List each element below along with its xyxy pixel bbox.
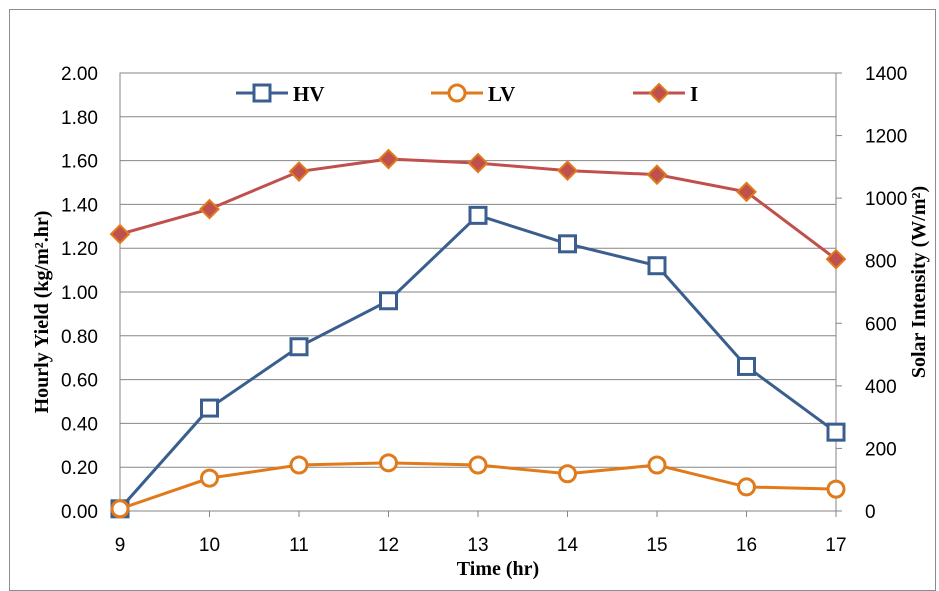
data-point-i bbox=[467, 152, 489, 174]
legend-marker-i bbox=[648, 82, 670, 104]
legend-label-hv: HV bbox=[293, 82, 325, 106]
legend-marker-lv bbox=[447, 83, 467, 103]
data-point-lv bbox=[110, 499, 130, 519]
series-lv bbox=[110, 453, 846, 519]
x-tick-label: 12 bbox=[378, 535, 399, 556]
x-tick-label: 16 bbox=[736, 535, 757, 556]
right-tick-label: 600 bbox=[865, 314, 897, 335]
data-point-lv bbox=[826, 479, 846, 499]
data-point-i bbox=[199, 198, 220, 220]
legend-label-lv: LV bbox=[488, 82, 515, 106]
right-tick-label: 1200 bbox=[865, 127, 907, 148]
legend-label-i: I bbox=[690, 82, 698, 106]
left-tick-label: 1.20 bbox=[61, 239, 98, 260]
gridlines bbox=[120, 72, 836, 512]
x-tick-label: 15 bbox=[646, 535, 667, 556]
left-tick-label: 0.20 bbox=[61, 458, 98, 479]
left-tick-label: 0.40 bbox=[61, 414, 98, 435]
right-tick-label: 0 bbox=[865, 502, 876, 523]
left-tick-label: 0.00 bbox=[61, 502, 98, 523]
data-point-i bbox=[646, 164, 668, 186]
series-layer bbox=[109, 148, 847, 519]
data-point-i bbox=[825, 248, 847, 270]
data-point-lv bbox=[737, 477, 756, 497]
data-point-lv bbox=[200, 468, 219, 488]
data-point-i bbox=[378, 148, 399, 170]
series-i bbox=[109, 148, 847, 270]
data-point-hv bbox=[558, 234, 577, 254]
data-point-hv bbox=[289, 337, 309, 357]
x-tick-label: 17 bbox=[825, 535, 846, 556]
right-tick-label: 1400 bbox=[865, 64, 907, 85]
left-tick-label: 2.00 bbox=[61, 64, 98, 85]
left-tick-label: 0.80 bbox=[61, 327, 98, 348]
data-point-i bbox=[288, 161, 310, 182]
legend: HV LV I bbox=[236, 82, 698, 106]
x-axis-title: Time (hr) bbox=[457, 558, 539, 579]
data-point-i bbox=[557, 160, 578, 182]
right-tick-label: 400 bbox=[865, 377, 897, 398]
data-point-hv bbox=[379, 291, 398, 311]
chart-canvas: 0.00 0.20 0.40 0.60 0.80 1.00 1.20 1.40 1.60 1.80… bbox=[31, 64, 930, 579]
data-point-hv bbox=[737, 356, 756, 376]
data-point-lv bbox=[647, 455, 667, 475]
data-point-lv bbox=[379, 453, 398, 473]
right-y-axis-title: Solar Intensity (W/m²) bbox=[908, 186, 930, 378]
left-axis-ticks: 0.00 0.20 0.40 0.60 0.80 1.00 1.20 1.40 1.60 1.80… bbox=[61, 64, 98, 523]
data-point-lv bbox=[558, 464, 577, 484]
right-tick-label: 200 bbox=[865, 439, 897, 460]
x-axis-ticks: 9 10 11 12 13 14 15 16 17 bbox=[115, 511, 847, 556]
right-axis-ticks: 0 200 400 600 800 1000 1200 1400 bbox=[836, 64, 907, 523]
legend-marker-hv bbox=[252, 83, 272, 103]
left-tick-label: 1.60 bbox=[61, 152, 98, 173]
x-tick-label: 14 bbox=[557, 535, 579, 556]
left-y-axis-title: Hourly Yield (kg/m².hr) bbox=[31, 211, 53, 414]
data-point-lv bbox=[468, 455, 488, 475]
series-hv bbox=[110, 205, 846, 519]
x-tick-label: 11 bbox=[289, 535, 309, 556]
data-point-i bbox=[109, 223, 131, 245]
x-tick-label: 10 bbox=[199, 535, 220, 556]
x-tick-label: 13 bbox=[467, 535, 488, 556]
data-point-hv bbox=[200, 398, 219, 418]
data-point-lv bbox=[289, 455, 309, 475]
data-point-i bbox=[736, 181, 757, 203]
data-point-hv bbox=[826, 422, 846, 442]
right-tick-label: 1000 bbox=[865, 189, 907, 210]
data-point-hv bbox=[468, 205, 488, 225]
right-tick-label: 800 bbox=[865, 252, 897, 273]
data-point-hv bbox=[647, 256, 667, 276]
left-tick-label: 1.80 bbox=[61, 108, 98, 129]
left-tick-label: 1.40 bbox=[61, 195, 98, 216]
x-tick-label: 9 bbox=[115, 535, 126, 556]
left-tick-label: 0.60 bbox=[61, 371, 98, 392]
left-tick-label: 1.00 bbox=[61, 283, 98, 304]
